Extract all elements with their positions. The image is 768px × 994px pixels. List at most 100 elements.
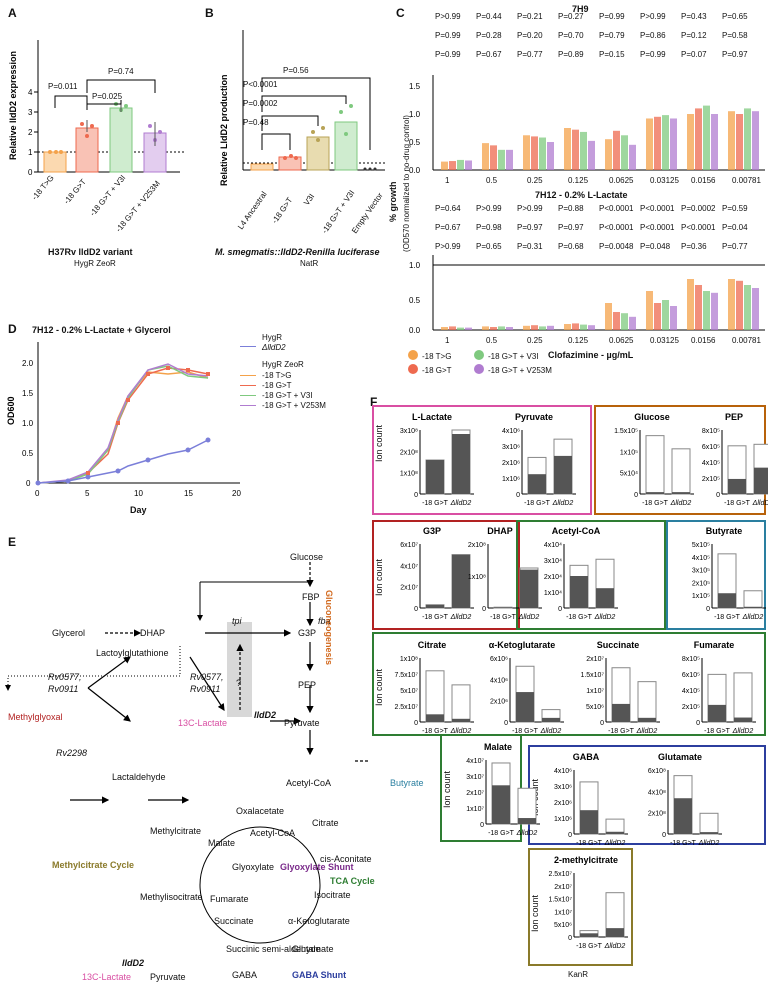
ion-chart: 2-methylcitrate 2.5x10⁷ 2x10⁷ 1.5x10⁷ 1x10⁷ 5… — [548, 855, 628, 950]
pathway-node-lldd2: lldD2 — [254, 710, 277, 720]
chart-pvalue: P=0.28 — [476, 31, 502, 40]
panel-c-xlabel: Clofazimine - µg/mL — [548, 350, 634, 360]
panel-f-box — [372, 405, 592, 515]
ion-chart: G3P 6x10⁷ 4x10⁷ 2x10⁷ 0 -18 G>T ΔlldD2 — [400, 526, 474, 621]
chart-pvalue: P=0.70 — [558, 31, 584, 40]
svg-text:0: 0 — [28, 168, 33, 177]
legend-line — [240, 405, 256, 406]
chart-pvalue: P=0.97 — [517, 223, 543, 232]
chart-bar — [523, 325, 530, 330]
chart-pvalue: P=0.07 — [681, 50, 707, 59]
panel-d-legend-head2: HygR ZeoR — [262, 360, 304, 369]
panel-f-box — [528, 848, 633, 966]
chart-pvalue: P=0.77 — [517, 50, 543, 59]
pathway-node-glyoxylate: Glyoxylate — [232, 862, 275, 872]
chart-pvalue: P>0.99 — [640, 12, 666, 21]
ion-chart-ytick: 0 — [716, 492, 720, 499]
ion-chart-xcat: ΔlldD2 — [518, 614, 540, 621]
ion-chart-ytick: 0 — [558, 606, 562, 613]
ion-chart-ytick: 3x10⁶ — [554, 784, 572, 791]
chart-pvalue: P=0.59 — [722, 204, 748, 213]
svg-text:5: 5 — [85, 489, 90, 498]
legend-line — [240, 395, 256, 396]
svg-text:1.0: 1.0 — [409, 261, 421, 270]
panel-d-legend: -18 G>T + V3I — [262, 391, 313, 400]
pathway-node-methylglyoxal: Methylglyoxal — [8, 712, 63, 722]
chart-pvalue: P=0.0002 — [681, 204, 716, 213]
svg-text:0.5: 0.5 — [409, 296, 421, 305]
pathway-node-succsemi: Succinic semi-aldehyde — [226, 944, 321, 954]
chart-xtick: 0.0156 — [691, 336, 716, 345]
ion-chart-xcat: -18 G>T — [490, 614, 517, 621]
chart-xtick: 0.25 — [527, 176, 543, 185]
ion-chart-xcat: ΔlldD2 — [670, 500, 692, 507]
chart-xtick: 0.00781 — [732, 336, 761, 345]
chart-bar — [482, 143, 489, 170]
ion-chart-xcat: ΔlldD2 — [540, 728, 562, 735]
svg-text:20: 20 — [232, 489, 241, 498]
ion-chart-title: α-Ketoglutarate — [489, 640, 556, 650]
ion-chart-title: Succinate — [597, 640, 640, 650]
chart-bar — [506, 327, 513, 330]
pathway-node-rv2a: Rv0577, — [190, 672, 224, 682]
chart-bar — [613, 312, 620, 330]
ion-chart-ytick: 5x10⁷ — [400, 688, 418, 695]
ion-bar-total — [637, 681, 657, 723]
ion-chart-ytick: 6x10⁸ — [648, 768, 666, 775]
chart-bar — [531, 136, 538, 170]
panel-d-legend: -18 G>T — [262, 381, 292, 390]
chart-bar — [449, 161, 456, 170]
ion-chart-ytick: 4x10⁸ — [648, 789, 666, 796]
pathway-node-tpi: tpi — [232, 616, 242, 626]
ion-bar-labeled — [596, 588, 614, 608]
chart-bar — [654, 303, 661, 330]
chart-pvalue: P=0.97 — [722, 50, 748, 59]
panel-b-chart: Relative LldD2 production — [219, 30, 385, 186]
ion-chart-ytick: 0 — [480, 822, 484, 829]
panel-c-ylabel: % growth — [388, 181, 398, 223]
ion-chart-ytick: 2x10⁷ — [400, 585, 418, 592]
ion-chart-ytick: 2x10⁶ — [490, 699, 508, 706]
ion-chart-ytick: 1x10⁵ — [620, 449, 638, 456]
chart-pvalue: P=0.21 — [517, 12, 543, 21]
ion-chart-ytick: 0 — [414, 606, 418, 613]
ion-bar-labeled — [754, 467, 768, 494]
chart-pvalue: P=0.048 — [640, 242, 671, 251]
ion-bar-labeled — [708, 704, 726, 722]
chart-pvalue: P=0.67 — [476, 50, 502, 59]
chart-bar — [523, 135, 530, 170]
chart-pvalue: P=0.99 — [599, 12, 625, 21]
ion-chart-title: L-Lactate — [412, 412, 452, 422]
chart-pvalue: P=0.12 — [681, 31, 707, 40]
legend-dot-salmon — [408, 364, 418, 374]
pathway-node-acetylcoa: Acetyl-CoA — [286, 778, 332, 788]
panel-d-ylabel: OD600 — [6, 396, 16, 425]
panel-b-ylabel: Relative LldD2 production — [219, 74, 229, 186]
ion-chart-ytick: 2.5x10⁷ — [548, 871, 572, 878]
panel-a-ylabel: Relative lldD2 expression — [8, 51, 18, 160]
ion-chart-ytick: 2x10⁵ — [692, 580, 710, 587]
ion-chart-ytick: 1x10⁴ — [544, 590, 562, 597]
ion-chart-ytick: 1x10⁸ — [400, 471, 418, 478]
panel-f-box — [372, 520, 520, 630]
ion-bar-labeled — [672, 492, 690, 494]
chart-xtick: 0.5 — [486, 176, 498, 185]
pathway-node-cisaconitate: cis-Aconitate — [320, 854, 372, 864]
ion-chart-ytick: 1x10⁵ — [692, 593, 710, 600]
chart-pvalue: P=0.36 — [681, 242, 707, 251]
ion-chart-ytick: 6x10⁵ — [682, 672, 700, 679]
ion-bar-total — [699, 812, 719, 835]
chart-bar — [703, 291, 710, 330]
chart-pvalue: P=0.58 — [722, 31, 748, 40]
pathway-node-methylisocitrate: Methylisocitrate — [140, 892, 203, 902]
pathway-node-gluconeogenesis: Gluconeogenesis — [324, 590, 334, 666]
ion-chart: Glucose 1.5x10⁵ 1x10⁵ 5x10⁴ 0 -18 G>T ΔlldD2 — [614, 412, 694, 507]
ion-chart-ytick: 0 — [568, 935, 572, 942]
chart-bar — [629, 144, 636, 170]
chart-xtick: 0.03125 — [650, 176, 679, 185]
ion-chart-title: Glutamate — [658, 752, 702, 762]
panel-a-p1: P=0.011 — [48, 82, 78, 91]
panel-b-p3: P<0.0001 — [243, 80, 278, 89]
chart-pvalue: P=0.77 — [722, 242, 748, 251]
chart-pvalue: P>0.99 — [435, 242, 461, 251]
